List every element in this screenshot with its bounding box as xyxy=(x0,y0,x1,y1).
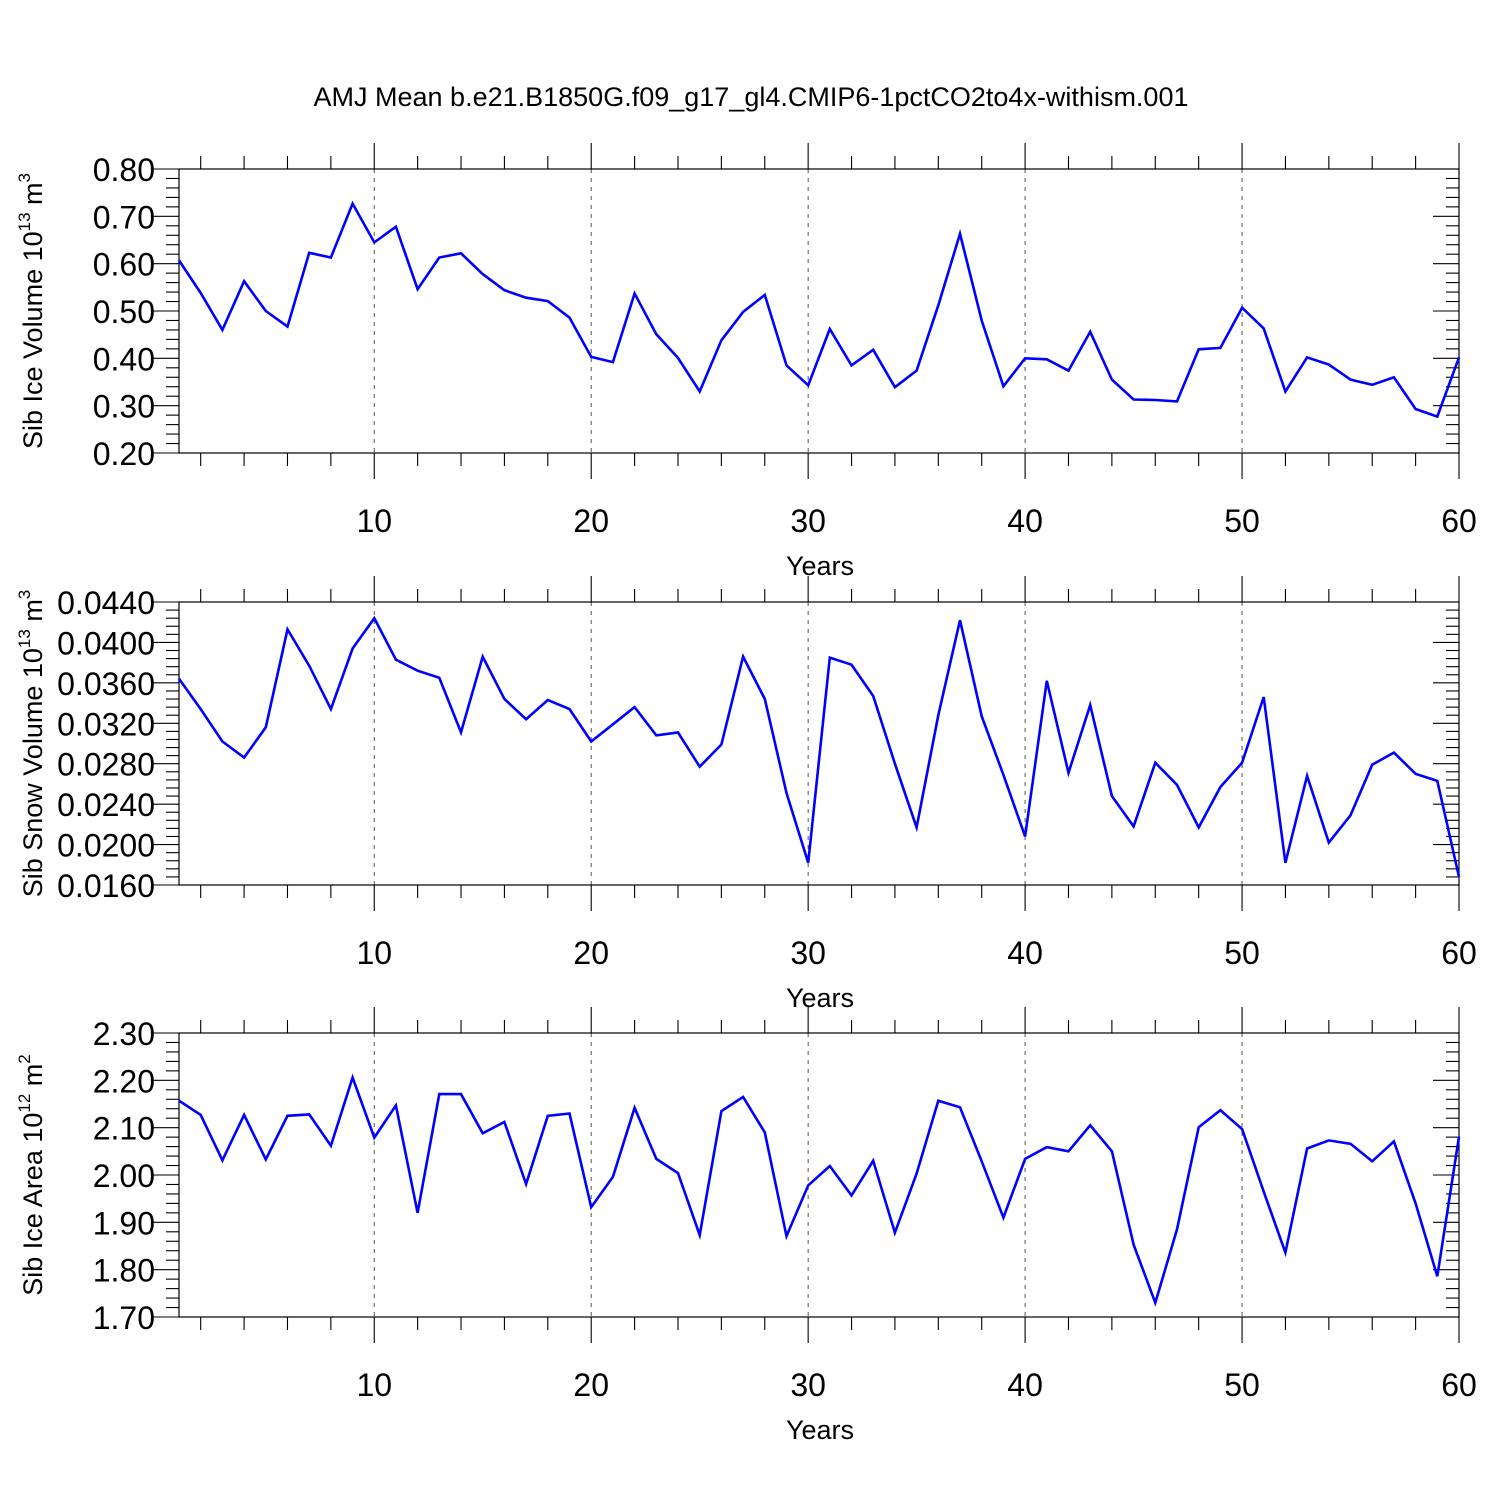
y-tick-label: 1.70 xyxy=(93,1300,155,1336)
y-tick-label: 0.20 xyxy=(93,436,155,472)
x-tick-label: 30 xyxy=(790,1367,826,1403)
x-tick-label: 20 xyxy=(573,935,609,971)
y-tick-label: 2.00 xyxy=(93,1158,155,1194)
x-tick-label: 40 xyxy=(1007,1367,1043,1403)
y-tick-label: 0.0160 xyxy=(57,868,155,904)
y-tick-label: 0.0200 xyxy=(57,828,155,864)
y-tick-label: 2.20 xyxy=(93,1063,155,1099)
y-axis-label: Sib Ice Volume 1013 m3 xyxy=(15,173,48,449)
y-axis-label: Sib Ice Area 1012 m2 xyxy=(15,1054,48,1296)
x-axis-label: Years xyxy=(786,983,854,1013)
y-tick-label: 0.80 xyxy=(93,152,155,188)
series-line xyxy=(177,200,1461,419)
x-tick-label: 50 xyxy=(1224,503,1260,539)
plot-frame xyxy=(178,601,1460,886)
y-tick-label: 0.0400 xyxy=(57,625,155,661)
x-tick-label: 10 xyxy=(356,503,392,539)
panel-snow-volume: 0.0160 0.0200 0.0240 0.0280 0.0320 0.0360 0.04… xyxy=(15,576,1477,1013)
x-tick-label: 50 xyxy=(1224,1367,1260,1403)
panel-ice-volume: 0.20 0.30 0.40 0.50 0.60 0.70 0.80 10 20 30 40 50 60… xyxy=(15,143,1477,581)
y-tick-label: 2.30 xyxy=(93,1016,155,1052)
y-tick-label: 0.0320 xyxy=(57,706,155,742)
x-tick-label: 20 xyxy=(573,1367,609,1403)
y-tick-label: 0.60 xyxy=(93,247,155,283)
x-tick-label: 60 xyxy=(1441,935,1477,971)
y-tick-label: 0.30 xyxy=(93,389,155,425)
y-tick-label: 2.10 xyxy=(93,1111,155,1147)
x-tick-label: 60 xyxy=(1441,503,1477,539)
x-tick-label: 40 xyxy=(1007,935,1043,971)
plot-frame xyxy=(178,168,1460,454)
y-tick-label: 0.0440 xyxy=(57,585,155,621)
y-tick-label: 0.50 xyxy=(93,294,155,330)
panel-ice-area: 1.70 1.80 1.90 2.00 2.10 2.20 2.30 10 20 30 40 50 60… xyxy=(15,1007,1477,1445)
x-tick-label: 60 xyxy=(1441,1367,1477,1403)
y-tick-label: 0.0360 xyxy=(57,666,155,702)
x-axis-label: Years xyxy=(786,551,854,581)
y-tick-label: 1.90 xyxy=(93,1205,155,1241)
x-tick-label: 50 xyxy=(1224,935,1260,971)
x-axis-label: Years xyxy=(786,1415,854,1445)
x-tick-label: 40 xyxy=(1007,503,1043,539)
y-tick-label: 0.0240 xyxy=(57,787,155,823)
chart-title: AMJ Mean b.e21.B1850G.f09_g17_gl4.CMIP6-… xyxy=(314,82,1189,112)
series-line xyxy=(178,1073,1461,1307)
x-tick-label: 10 xyxy=(356,1367,392,1403)
x-tick-label: 20 xyxy=(573,503,609,539)
y-tick-label: 0.40 xyxy=(93,341,155,377)
x-tick-label: 10 xyxy=(356,935,392,971)
y-tick-label: 0.0280 xyxy=(57,747,155,783)
series-line xyxy=(177,615,1461,878)
y-tick-label: 0.70 xyxy=(93,199,155,235)
y-axis-label: Sib Snow Volume 1013 m3 xyxy=(15,590,48,898)
x-tick-label: 30 xyxy=(790,503,826,539)
x-tick-label: 30 xyxy=(790,935,826,971)
y-tick-label: 1.80 xyxy=(93,1253,155,1289)
